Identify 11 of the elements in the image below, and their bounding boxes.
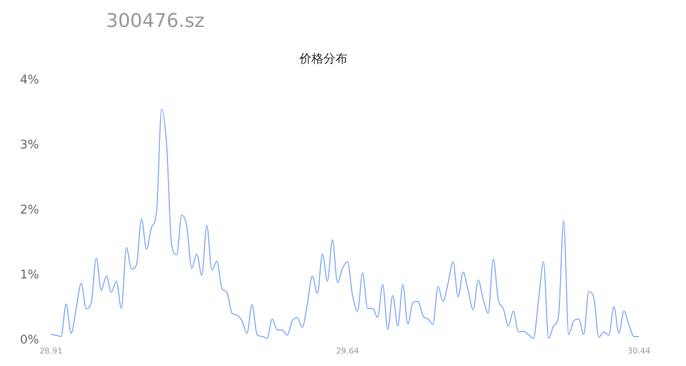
y-tick-label: 0% <box>20 332 40 347</box>
line-series <box>50 108 640 339</box>
y-tick-label: 2% <box>20 202 40 217</box>
x-tick-label: 30.44 <box>628 346 650 356</box>
y-tick-label: 1% <box>20 268 40 282</box>
chart-title: 价格分布 <box>298 51 348 66</box>
y-tick-label: 3% <box>20 138 40 152</box>
chart-subtitle: 300476.sz <box>106 10 204 32</box>
x-tick-label: 29.64 <box>336 346 359 356</box>
y-tick-label: 4% <box>20 72 40 87</box>
x-tick-label: 28.91 <box>40 346 62 356</box>
